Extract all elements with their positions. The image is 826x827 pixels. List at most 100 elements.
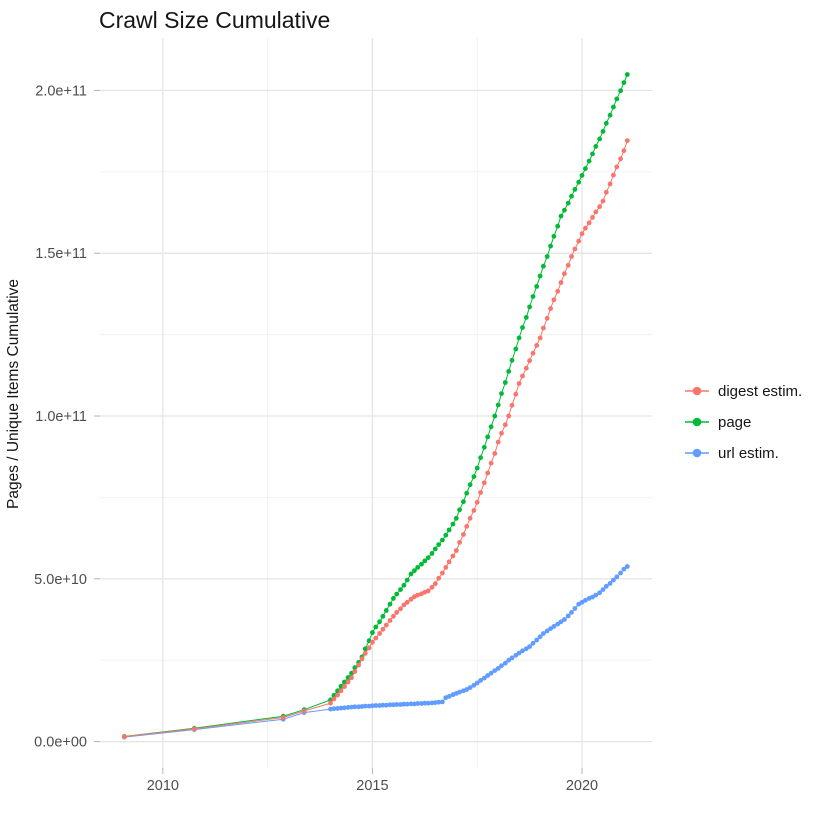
page-point: [565, 200, 571, 206]
page-point: [495, 402, 501, 408]
series-page: [121, 72, 630, 739]
page-point: [527, 304, 532, 310]
digest-estim-point: [457, 540, 462, 545]
digest-estim-line: [124, 140, 628, 738]
page-point: [461, 499, 466, 505]
url-estim-point: [537, 634, 543, 640]
page-point: [370, 630, 375, 635]
page-point: [576, 179, 582, 185]
digest-estim-point: [541, 325, 546, 331]
page-point: [516, 335, 522, 341]
url-estim-point: [534, 637, 540, 643]
url-estim-point: [509, 655, 515, 661]
page-point: [450, 521, 456, 527]
digest-estim-point: [513, 391, 519, 397]
digest-estim-point: [370, 639, 375, 645]
page-point: [404, 577, 410, 583]
url-estim-point: [457, 689, 462, 695]
series-digest-estim: [121, 138, 630, 740]
page-point: [499, 391, 504, 396]
url-estim-point: [408, 701, 414, 707]
page-point: [415, 565, 421, 570]
digest-estim-point: [481, 480, 487, 486]
digest-estim-point: [478, 490, 483, 495]
page-point: [380, 613, 386, 619]
page-point: [373, 624, 379, 630]
digest-estim-point: [450, 553, 456, 559]
page-point: [544, 254, 550, 259]
url-estim-point: [618, 570, 623, 576]
digest-estim-point: [349, 675, 354, 681]
digest-estim-point: [551, 297, 557, 303]
url-estim-point: [380, 702, 386, 708]
url-estim-point: [621, 566, 627, 572]
digest-estim-point: [301, 708, 307, 714]
y-tick-label: 0.0e+00: [34, 735, 87, 751]
digest-estim-point: [338, 688, 344, 694]
legend-item-digest-estim: digest estim.: [684, 382, 802, 400]
page-point: [481, 444, 487, 450]
page-point: [429, 551, 435, 556]
digest-estim-point: [495, 439, 501, 445]
url-estim-point: [478, 678, 483, 683]
digest-estim-point: [436, 575, 442, 581]
digest-estim-point: [387, 618, 393, 623]
page-point: [614, 96, 620, 102]
url-estim-point: [597, 590, 602, 596]
url-estim-point: [446, 694, 452, 699]
digest-estim-point: [404, 599, 410, 605]
page-point: [377, 619, 382, 625]
digest-estim-point: [548, 306, 553, 311]
url-estim-legend-dot: [692, 448, 702, 458]
url-estim-line: [124, 566, 628, 738]
url-estim-point: [495, 666, 501, 671]
page-point: [412, 568, 417, 574]
digest-estim-point: [453, 548, 459, 553]
url-estim-point: [614, 574, 620, 580]
digest-estim-point: [464, 524, 470, 529]
digest-estim-legend-dot: [692, 386, 702, 396]
digest-estim-point: [352, 669, 358, 674]
page-point: [555, 223, 561, 229]
page-point: [387, 601, 393, 607]
page-point: [408, 571, 414, 577]
url-estim-legend-key-icon: [685, 448, 709, 458]
digest-estim-point: [600, 198, 606, 204]
page-point: [593, 144, 599, 149]
page-point: [607, 112, 613, 118]
page-point: [419, 561, 424, 567]
digest-estim-point: [485, 470, 491, 476]
digest-estim-point: [523, 365, 529, 371]
url-estim-point: [583, 597, 588, 603]
digest-estim-point: [516, 381, 522, 386]
page-point: [520, 325, 525, 330]
page-point: [342, 679, 347, 685]
page-point: [572, 187, 578, 192]
url-estim-point: [565, 613, 571, 619]
legend-label-page: page: [718, 413, 752, 431]
url-estim-point: [373, 703, 379, 708]
digest-estim-point: [586, 220, 592, 226]
legend-item-page: page: [684, 413, 802, 431]
digest-estim-point: [432, 581, 438, 587]
digest-estim-point: [391, 613, 396, 619]
page-point: [453, 515, 459, 521]
series-url-estim: [121, 564, 630, 740]
digest-estim-point: [121, 734, 127, 740]
page-point: [541, 263, 546, 269]
url-estim-point: [600, 587, 606, 592]
page-point: [383, 608, 389, 613]
url-estim-point: [352, 704, 358, 710]
digest-estim-point: [425, 588, 431, 594]
url-estim-point: [394, 702, 400, 707]
chart-title: Crawl Size Cumulative: [99, 7, 331, 33]
digest-estim-point: [611, 172, 616, 178]
page-point: [506, 369, 512, 374]
digest-estim-point: [359, 656, 365, 662]
url-estim-point: [551, 624, 557, 629]
digest-estim-point: [583, 225, 588, 231]
legend-item-url-estim: url estim.: [684, 444, 802, 462]
digest-estim-point: [618, 156, 623, 162]
page-point: [569, 193, 574, 199]
